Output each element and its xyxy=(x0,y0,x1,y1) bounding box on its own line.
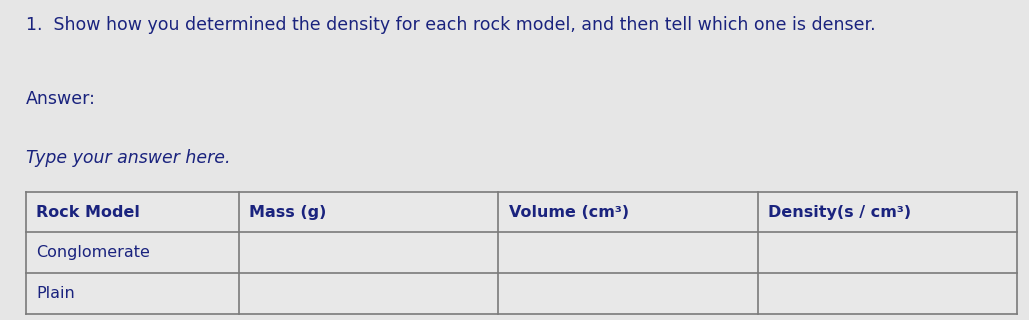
Bar xyxy=(26,192,239,232)
Bar xyxy=(758,192,1017,232)
Bar xyxy=(758,232,1017,273)
Bar xyxy=(239,232,498,273)
Bar xyxy=(239,273,498,314)
Text: Mass (g): Mass (g) xyxy=(249,204,326,220)
Text: Conglomerate: Conglomerate xyxy=(36,245,150,260)
Bar xyxy=(239,192,498,232)
Text: Plain: Plain xyxy=(36,286,75,301)
Text: Density(s / cm³): Density(s / cm³) xyxy=(769,204,912,220)
Bar xyxy=(498,192,758,232)
Text: 1.  Show how you determined the density for each rock model, and then tell which: 1. Show how you determined the density f… xyxy=(26,16,876,34)
Bar xyxy=(26,232,239,273)
Bar xyxy=(26,273,239,314)
Text: Answer:: Answer: xyxy=(26,90,96,108)
Bar xyxy=(498,273,758,314)
Text: Rock Model: Rock Model xyxy=(36,204,140,220)
Text: Volume (cm³): Volume (cm³) xyxy=(508,204,629,220)
Text: Type your answer here.: Type your answer here. xyxy=(26,149,230,167)
Bar xyxy=(498,232,758,273)
Bar xyxy=(758,273,1017,314)
